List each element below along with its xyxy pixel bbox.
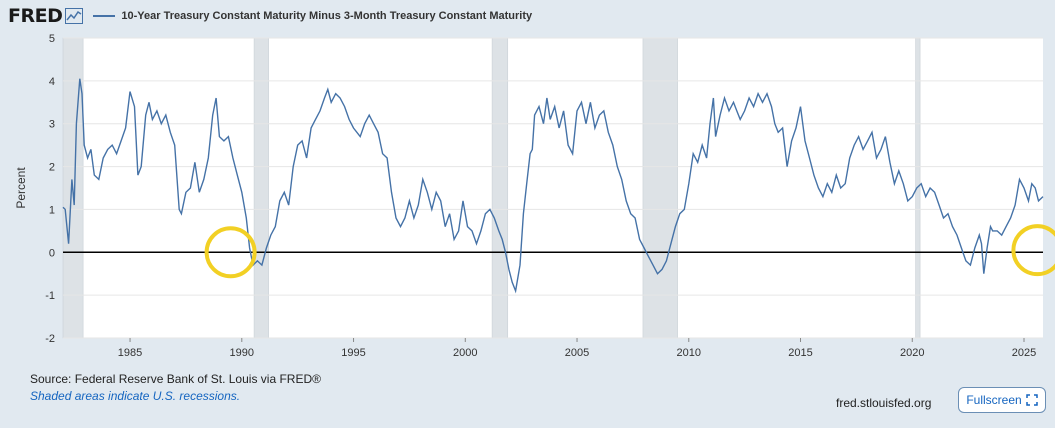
recession-band bbox=[491, 37, 509, 339]
series-line bbox=[62, 78, 1044, 294]
plot-area bbox=[63, 38, 1043, 338]
chart-header: FRED 10-Year Treasury Constant Maturity … bbox=[8, 5, 533, 27]
legend-swatch bbox=[93, 15, 116, 17]
y-tick-label: -2 bbox=[45, 333, 55, 345]
x-tick-label: 1985 bbox=[118, 347, 142, 359]
highlight-circles bbox=[204, 224, 1055, 279]
x-tick-label: 2015 bbox=[788, 347, 812, 359]
y-tick-label: -1 bbox=[45, 290, 55, 302]
site-url[interactable]: fred.stlouisfed.org bbox=[836, 396, 932, 410]
fullscreen-icon bbox=[1025, 394, 1038, 406]
fred-logo[interactable]: FRED bbox=[8, 5, 63, 27]
x-tick-label: 2025 bbox=[1012, 347, 1036, 359]
x-tick-label: 1990 bbox=[230, 347, 254, 359]
fred-graph-icon bbox=[65, 8, 84, 24]
recession-note: Shaded areas indicate U.S. recessions. bbox=[30, 389, 241, 403]
highlight-circle bbox=[204, 226, 257, 279]
y-tick-label: 1 bbox=[49, 204, 55, 216]
y-tick-label: 3 bbox=[49, 119, 55, 131]
y-axis-label: Percent bbox=[14, 167, 28, 209]
recession-band bbox=[642, 37, 678, 339]
x-tick-label: 2010 bbox=[677, 347, 701, 359]
x-tick-label: 2020 bbox=[900, 347, 924, 359]
y-tick-label: 4 bbox=[49, 76, 55, 88]
x-axis: 1985 1990 1995 2000 2005 2010 2015 2020 2025 bbox=[118, 338, 1036, 359]
y-tick-label: 5 bbox=[49, 33, 55, 45]
recession-band bbox=[253, 37, 269, 339]
x-tick-label: 2000 bbox=[453, 347, 477, 359]
highlight-circle bbox=[1011, 224, 1055, 277]
y-tick-label: 2 bbox=[49, 162, 55, 174]
x-tick-label: 2005 bbox=[565, 347, 589, 359]
x-tick-label: 1995 bbox=[341, 347, 365, 359]
legend-label: 10-Year Treasury Constant Maturity Minus… bbox=[121, 10, 533, 22]
fullscreen-button[interactable]: Fullscreen bbox=[958, 387, 1046, 413]
y-axis: -2 -1 0 1 2 3 4 5 bbox=[45, 33, 55, 345]
fullscreen-label: Fullscreen bbox=[966, 393, 1022, 407]
source-text: Source: Federal Reserve Bank of St. Loui… bbox=[30, 372, 321, 386]
y-tick-label: 0 bbox=[49, 247, 55, 259]
